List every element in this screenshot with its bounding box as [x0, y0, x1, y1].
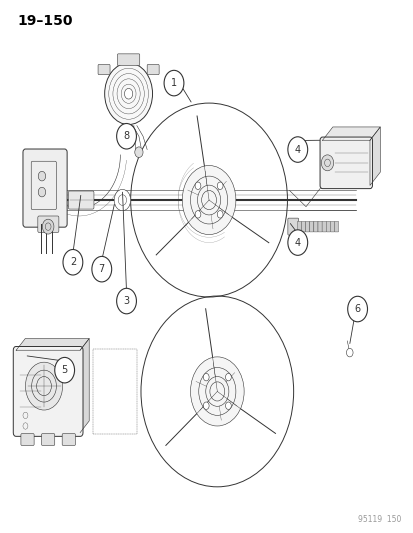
Circle shape: [320, 155, 333, 171]
Circle shape: [217, 211, 223, 218]
Circle shape: [190, 357, 244, 426]
FancyBboxPatch shape: [21, 434, 34, 446]
Circle shape: [225, 402, 231, 409]
FancyBboxPatch shape: [62, 434, 75, 446]
Text: 5: 5: [62, 365, 68, 375]
Polygon shape: [16, 338, 89, 350]
FancyBboxPatch shape: [325, 221, 330, 232]
FancyBboxPatch shape: [23, 149, 67, 227]
FancyBboxPatch shape: [297, 221, 301, 232]
Circle shape: [135, 147, 143, 158]
Circle shape: [104, 63, 152, 125]
Circle shape: [116, 124, 136, 149]
Circle shape: [347, 296, 367, 322]
FancyBboxPatch shape: [313, 221, 317, 232]
FancyBboxPatch shape: [117, 54, 140, 66]
FancyBboxPatch shape: [68, 191, 94, 209]
Text: 6: 6: [354, 304, 360, 314]
Circle shape: [287, 230, 307, 255]
Circle shape: [287, 137, 307, 163]
Circle shape: [38, 171, 45, 181]
Circle shape: [195, 211, 200, 218]
FancyBboxPatch shape: [330, 221, 334, 232]
Polygon shape: [322, 127, 380, 140]
FancyBboxPatch shape: [334, 221, 338, 232]
Text: 2: 2: [70, 257, 76, 267]
Text: 3: 3: [123, 296, 129, 306]
FancyBboxPatch shape: [309, 221, 313, 232]
FancyBboxPatch shape: [305, 221, 309, 232]
Circle shape: [203, 374, 209, 381]
Circle shape: [203, 402, 209, 409]
Circle shape: [182, 165, 235, 235]
FancyBboxPatch shape: [301, 221, 305, 232]
Circle shape: [42, 219, 54, 234]
Text: 1: 1: [171, 78, 177, 88]
Text: 4: 4: [294, 238, 300, 247]
Circle shape: [38, 187, 45, 197]
Circle shape: [346, 349, 352, 357]
FancyBboxPatch shape: [317, 221, 321, 232]
Circle shape: [124, 88, 133, 99]
Circle shape: [195, 182, 200, 190]
Circle shape: [25, 362, 62, 410]
Polygon shape: [369, 127, 380, 185]
Text: 95119  150: 95119 150: [357, 515, 400, 524]
Circle shape: [116, 288, 136, 314]
FancyBboxPatch shape: [38, 216, 59, 232]
FancyBboxPatch shape: [98, 64, 110, 75]
Text: 4: 4: [294, 144, 300, 155]
Polygon shape: [80, 338, 89, 433]
FancyBboxPatch shape: [41, 434, 55, 446]
FancyBboxPatch shape: [13, 346, 83, 437]
Circle shape: [114, 189, 131, 211]
FancyBboxPatch shape: [321, 221, 325, 232]
Circle shape: [63, 249, 83, 275]
FancyBboxPatch shape: [147, 64, 159, 75]
Circle shape: [55, 358, 74, 383]
Text: 7: 7: [98, 264, 104, 274]
Circle shape: [92, 256, 112, 282]
Text: 19–150: 19–150: [17, 14, 73, 28]
Circle shape: [225, 374, 231, 381]
FancyBboxPatch shape: [319, 137, 372, 189]
FancyBboxPatch shape: [287, 218, 298, 235]
Text: 8: 8: [123, 131, 129, 141]
Circle shape: [164, 70, 183, 96]
Circle shape: [217, 182, 223, 190]
